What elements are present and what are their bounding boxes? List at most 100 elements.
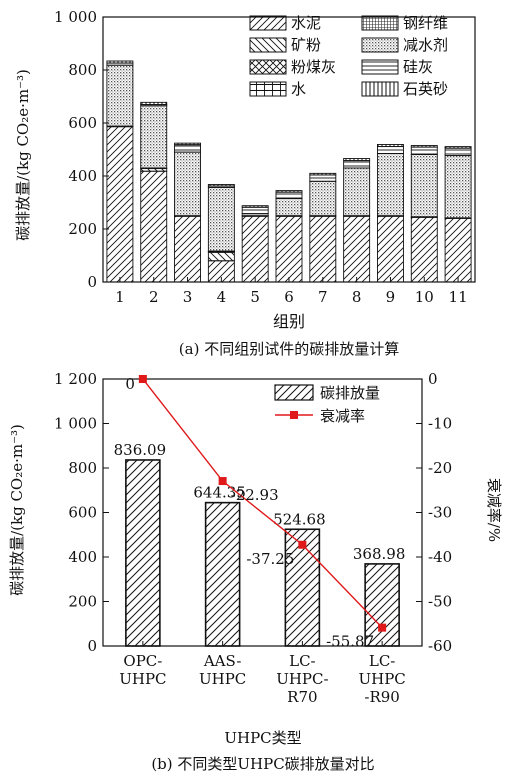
y-tick-label-a: 400 <box>68 167 97 185</box>
bar-segment-a <box>377 215 404 283</box>
bar-segment-a <box>343 167 371 217</box>
bar-segment-a <box>444 146 472 149</box>
bar-segment-a <box>140 101 168 105</box>
y-tick-label-a: 0 <box>87 273 97 291</box>
x-tick-label-a: 4 <box>217 288 227 306</box>
y-left-tick-label-b: 0 <box>87 637 97 655</box>
y-right-tick-label-b: 0 <box>428 370 438 388</box>
x-tick-label-b: OPC-UHPC <box>119 652 166 688</box>
x-tick-label-b: AAS-UHPC <box>199 652 246 688</box>
bar-segment-a <box>444 147 472 157</box>
y-left-tick-label-b: 1 200 <box>54 370 97 388</box>
y-right-tick-label-b: -60 <box>428 637 452 655</box>
x-tick-label-b: LC-UHPC -R90 <box>358 652 405 706</box>
bar-segment-a <box>309 215 337 283</box>
legend-label-a: 水 <box>291 80 306 98</box>
legend-swatch-a <box>361 81 399 97</box>
x-tick-label-b: LC-UHPC-R70 <box>276 652 328 706</box>
y-tick-label-a: 200 <box>68 220 97 238</box>
bar-segment-a <box>309 172 337 176</box>
x-tick-label-a: 9 <box>386 288 396 306</box>
legend-swatch-a <box>249 81 287 97</box>
x-tick-label-a: 11 <box>449 288 468 306</box>
legend-marker-line-b <box>290 411 298 419</box>
bar-segment-a <box>275 215 303 283</box>
line-marker-b <box>218 477 227 486</box>
bar-value-label-b: 368.98 <box>353 545 406 563</box>
line-value-label-b: -22.93 <box>231 486 279 504</box>
line-value-label-b: -55.87 <box>326 633 374 651</box>
x-tick-label-a: 2 <box>149 288 159 306</box>
bar-segment-a <box>275 191 303 199</box>
legend-swatch-a <box>361 15 399 31</box>
bar-segment-a <box>444 217 472 283</box>
ylabel-a: 碳排放量/(kg CO₂e·m⁻³) <box>14 69 32 241</box>
line-value-label-b: -37.25 <box>246 550 294 568</box>
x-tick-label-line-b: -R90 <box>364 688 399 706</box>
legend-label-a: 减水剂 <box>403 36 448 54</box>
bar-segment-a <box>444 155 472 219</box>
y-left-tick-label-b: 600 <box>68 504 97 522</box>
bar-segment-a <box>377 153 404 217</box>
xlabel-b: UHPC类型 <box>224 729 301 747</box>
legend-swatch-a <box>361 59 399 75</box>
x-tick-label-a: 10 <box>415 288 434 306</box>
legend-label-bar-b: 碳排放量 <box>320 384 380 402</box>
ylabel-right-b: 衰减率/% <box>485 478 503 542</box>
bar-segment-a <box>140 105 168 169</box>
x-tick-label-line-b: R70 <box>287 688 317 706</box>
y-left-tick-label-b: 400 <box>68 548 97 566</box>
x-tick-label-line-b: LC- <box>369 652 396 670</box>
legend-swatch-a <box>361 37 399 53</box>
bar-segment-a <box>275 198 303 217</box>
bar-segment-a <box>309 174 337 182</box>
line-marker-b <box>378 623 387 632</box>
legend-swatch-a <box>249 59 287 75</box>
y-left-tick-label-b: 800 <box>68 459 97 477</box>
bar-segment-a <box>207 184 235 187</box>
bar-segment-a <box>343 215 371 283</box>
x-tick-label-a: 3 <box>183 288 193 306</box>
x-tick-label-line-b: LC- <box>289 652 316 670</box>
reduction-rate-line <box>142 378 383 629</box>
x-tick-label-a: 5 <box>250 288 260 306</box>
bar-segment-a <box>174 215 201 283</box>
bar-segment-a <box>106 60 134 64</box>
bar-segment-a <box>241 206 269 215</box>
y-right-tick-label-b: -50 <box>428 593 452 611</box>
caption-b: (b) 不同类型UHPC碳排放量对比 <box>151 755 374 773</box>
bar-b <box>204 501 241 647</box>
legend-label-a: 矿粉 <box>291 36 321 54</box>
y-right-tick-label-b: -10 <box>428 415 452 433</box>
legend-label-a: 硅灰 <box>403 58 433 76</box>
y-left-tick-label-b: 200 <box>68 593 97 611</box>
chart-b: 0 200 400 600 800 1 000 1 200 0 -10 -20 -30 -40 -50 -… <box>8 370 503 773</box>
bar-b <box>125 459 161 647</box>
bar-segment-a <box>343 160 371 169</box>
legend-label-line-b: 衰减率 <box>320 407 365 425</box>
bar-segment-a <box>174 142 201 146</box>
bar-segment-a <box>174 151 201 217</box>
x-tick-label-line-b: AAS- <box>203 652 242 670</box>
legend-swatch-bar-b <box>274 384 314 401</box>
x-tick-label-line-b: UHPC <box>119 670 166 688</box>
x-tick-label-line-b: UHPC <box>199 670 246 688</box>
bar-b <box>364 563 400 647</box>
bar-segment-a <box>377 146 404 154</box>
y-tick-label-a: 800 <box>68 61 97 79</box>
bar-segment-a <box>410 145 438 148</box>
y-right-tick-label-b: -20 <box>428 459 452 477</box>
y-left-tick-label-b: 1 000 <box>54 415 97 433</box>
x-tick-label-a: 7 <box>318 288 328 306</box>
y-tick-label-a: 600 <box>68 114 97 132</box>
caption-a: (a) 不同组别试件的碳排放量计算 <box>179 340 399 358</box>
bar-segment-a <box>241 205 269 208</box>
bar-segment-a <box>207 186 235 252</box>
legend-label-a: 水泥 <box>291 14 321 32</box>
bar-segment-a <box>275 190 303 193</box>
bar-segment-a <box>106 126 134 283</box>
legend-label-a: 石英砂 <box>403 80 448 98</box>
bar-segment-a <box>309 180 337 217</box>
bar-value-label-b: 836.09 <box>114 441 167 459</box>
